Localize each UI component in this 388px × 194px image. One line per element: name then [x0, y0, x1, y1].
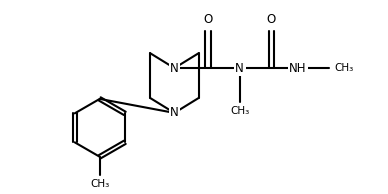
Text: CH₃: CH₃ [230, 106, 249, 116]
Text: CH₃: CH₃ [334, 63, 353, 73]
Text: O: O [203, 13, 213, 26]
Text: O: O [267, 13, 276, 26]
Text: NH: NH [289, 62, 307, 75]
Text: N: N [170, 106, 179, 120]
Text: CH₃: CH₃ [90, 179, 109, 189]
Text: N: N [170, 62, 179, 75]
Text: N: N [236, 62, 244, 75]
